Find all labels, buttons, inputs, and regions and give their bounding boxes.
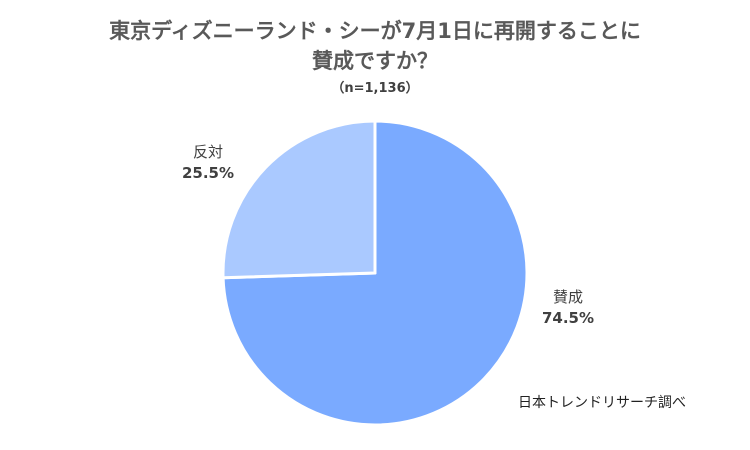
pie-slice-disagree	[221, 119, 377, 280]
slice-label-disagree-value: 25.5%	[181, 164, 235, 182]
slice-label-agree-value: 74.5%	[541, 309, 595, 327]
chart-title: 東京ディズニーランド・シーが7月1日に再開することに 賛成ですか？	[0, 16, 750, 76]
source-note: 日本トレンドリサーチ調べ	[518, 395, 686, 411]
slice-label-agree-name: 賛成	[552, 288, 583, 306]
pie-slice-agree	[221, 119, 529, 427]
chart-subtitle: （n=1,136）	[331, 81, 419, 96]
slice-label-disagree: 反対 25.5%	[168, 142, 248, 184]
slice-label-agree: 賛成 74.5%	[528, 287, 608, 329]
slice-label-disagree-name: 反対	[192, 143, 223, 161]
chart-title-line-2: 賛成ですか？	[312, 49, 438, 73]
chart-title-line-1: 東京ディズニーランド・シーが7月1日に再開することに	[109, 19, 641, 43]
